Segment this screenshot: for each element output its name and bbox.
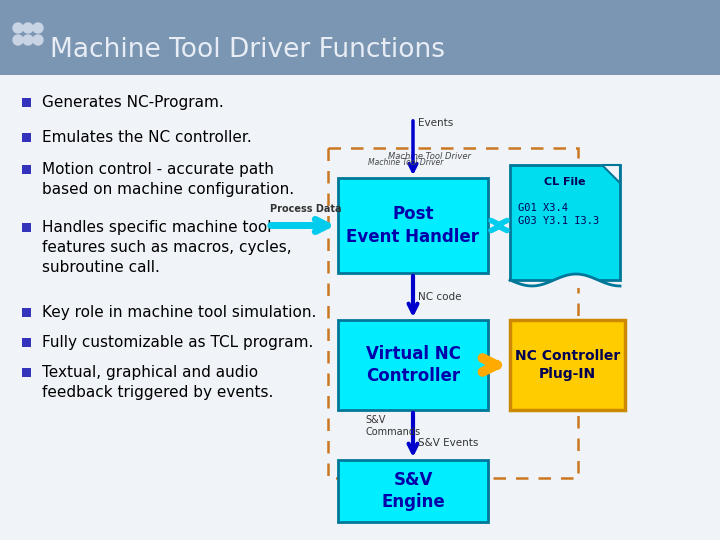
Text: Fully customizable as TCL program.: Fully customizable as TCL program. [42, 335, 313, 350]
Text: NC code: NC code [418, 292, 462, 301]
Text: Motion control - accurate path
based on machine configuration.: Motion control - accurate path based on … [42, 162, 294, 197]
Text: S&V
Engine: S&V Engine [381, 471, 445, 511]
Bar [22, 133, 31, 142]
Bar [328, 148, 578, 478]
Text: Machine Tool Driver: Machine Tool Driver [388, 152, 471, 161]
Text: Emulates the NC controller.: Emulates the NC controller. [42, 130, 252, 145]
Bar [338, 178, 488, 273]
Text: Machine Tool Driver: Machine Tool Driver [368, 158, 444, 167]
Polygon shape [602, 165, 620, 183]
Circle shape [33, 23, 43, 33]
Bar [22, 98, 31, 107]
Bar [22, 165, 31, 174]
Text: Virtual NC
Controller: Virtual NC Controller [366, 345, 460, 385]
Text: Events: Events [418, 118, 454, 128]
Bar [22, 368, 31, 377]
Text: NC Controller
Plug-IN: NC Controller Plug-IN [515, 349, 620, 381]
Text: Textual, graphical and audio
feedback triggered by events.: Textual, graphical and audio feedback tr… [42, 365, 274, 400]
Text: Key role in machine tool simulation.: Key role in machine tool simulation. [42, 305, 316, 320]
Circle shape [13, 35, 23, 45]
Circle shape [23, 35, 33, 45]
Circle shape [23, 23, 33, 33]
Bar [510, 165, 620, 280]
Circle shape [13, 23, 23, 33]
Bar [22, 308, 31, 317]
Text: G01 X3.4
G03 Y3.1 I3.3: G01 X3.4 G03 Y3.1 I3.3 [518, 203, 599, 226]
Text: Process Data: Process Data [270, 204, 341, 213]
Text: S&V
Commands: S&V Commands [365, 415, 420, 437]
Text: Post
Event Handler: Post Event Handler [346, 205, 480, 246]
Text: Machine Tool Driver Functions: Machine Tool Driver Functions [50, 37, 445, 63]
Bar [0, 0, 720, 75]
Bar [338, 320, 488, 410]
Bar [22, 223, 31, 232]
Text: S&V Events: S&V Events [418, 438, 478, 448]
Text: CL File: CL File [544, 177, 586, 187]
Circle shape [33, 35, 43, 45]
Polygon shape [510, 274, 620, 288]
Bar [338, 460, 488, 522]
Bar [22, 338, 31, 347]
Text: Generates NC-Program.: Generates NC-Program. [42, 95, 224, 110]
Bar [510, 320, 625, 410]
Text: Handles specific machine tool
features such as macros, cycles,
subroutine call.: Handles specific machine tool features s… [42, 220, 292, 275]
